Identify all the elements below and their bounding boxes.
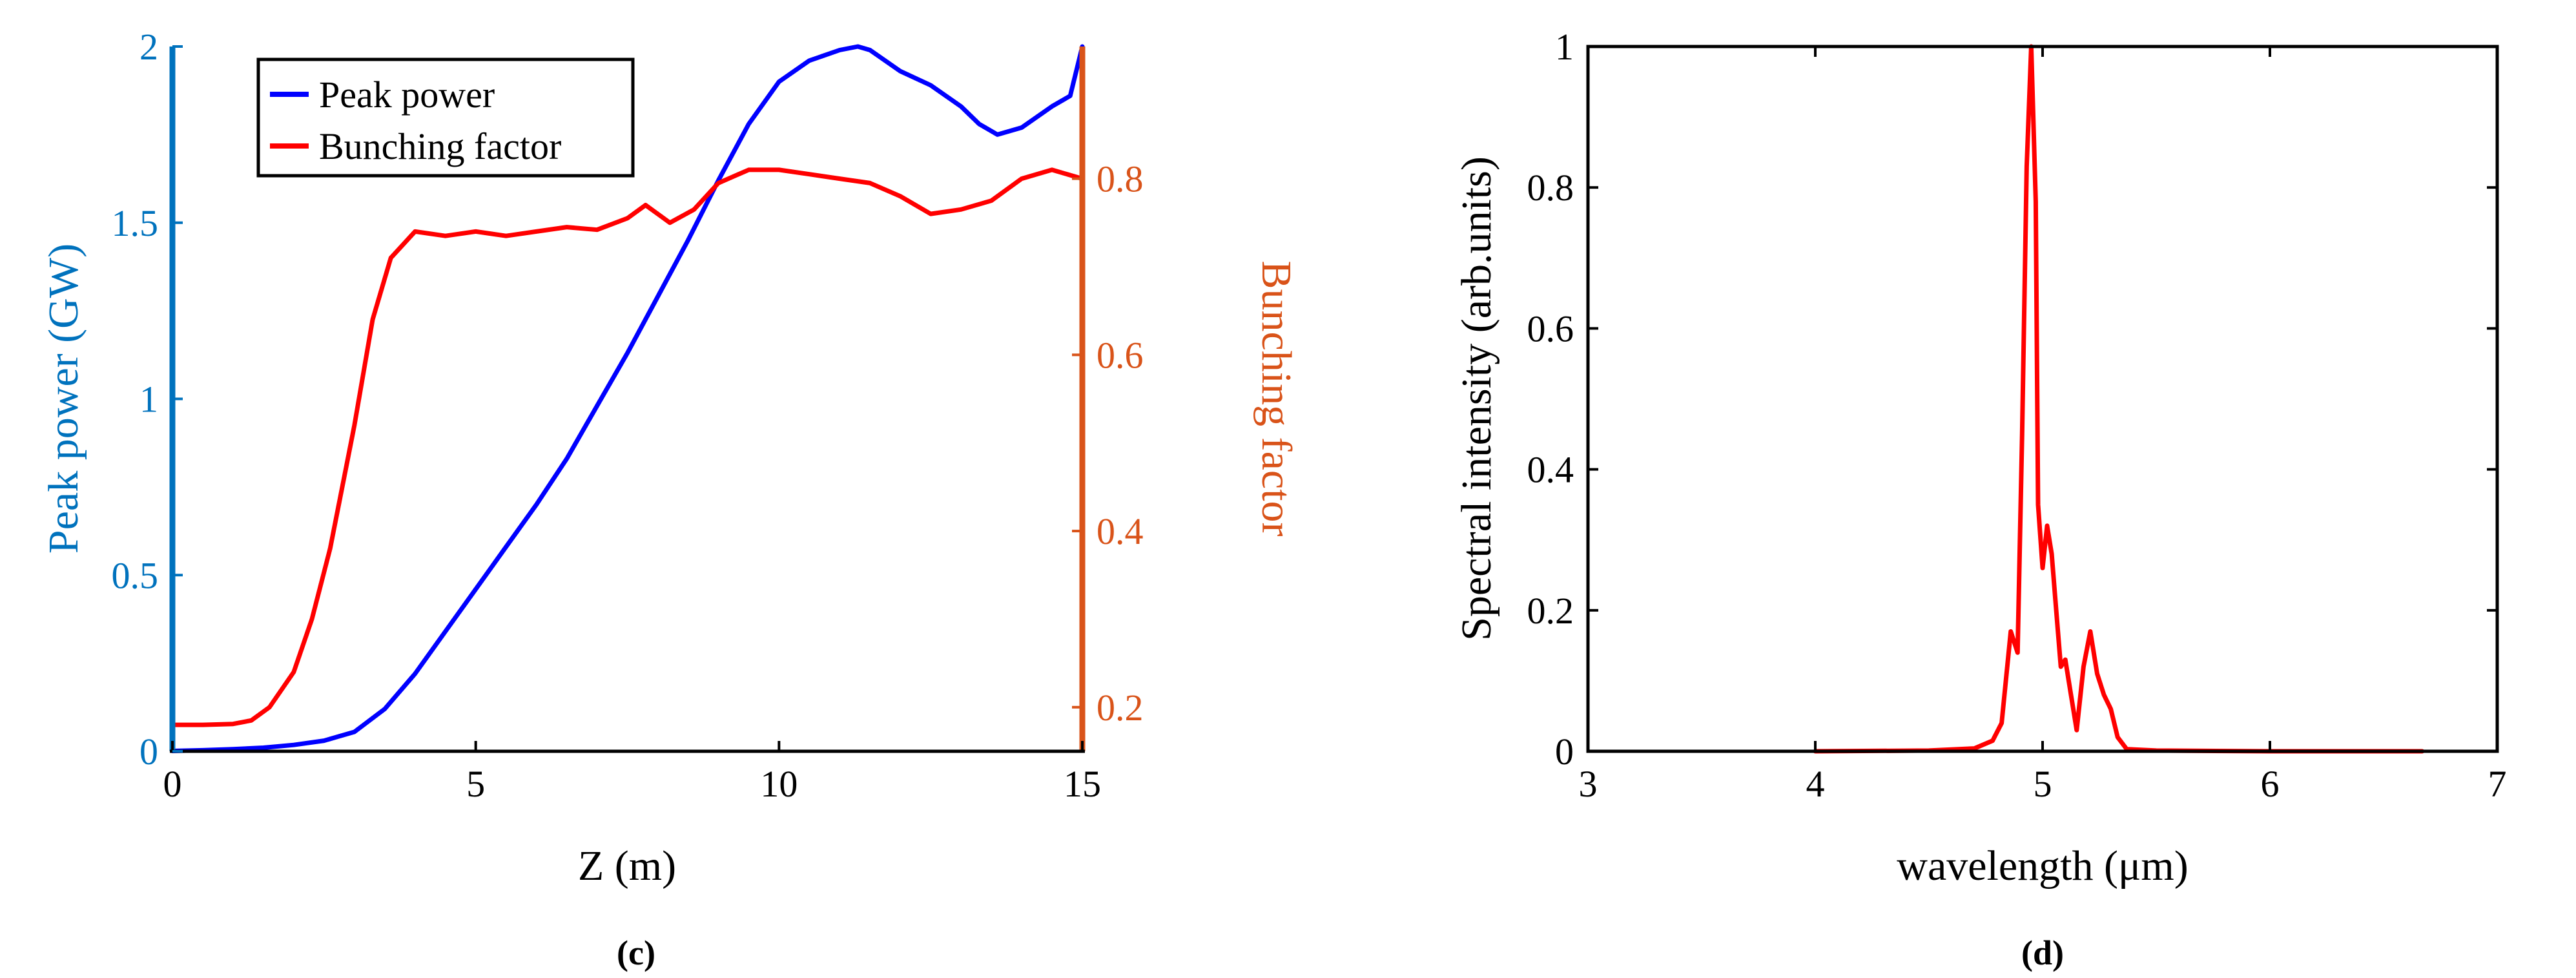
panel-d-y-axis-label: Spectral intensity (arb.units): [1453, 156, 1500, 641]
y-tick-label: 0.4: [1527, 449, 1574, 491]
y-tick-label: 0.5: [112, 554, 159, 596]
y-tick-label: 0.2: [1527, 590, 1574, 632]
y-tick-label: 2: [139, 26, 158, 68]
panel-c-x-axis-label: Z (m): [578, 842, 676, 890]
panel-d-x-axis-label: wavelength (μm): [1897, 842, 2188, 890]
y-tick-label: 1.5: [112, 202, 159, 244]
y2-tick-label: 0.2: [1097, 687, 1144, 729]
x-tick-label: 10: [760, 763, 798, 805]
panel-d-axes-box: [1586, 45, 2499, 753]
panel-c-y2-axis-label: Bunching factor: [1253, 260, 1300, 536]
series-line-bunching-factor: [170, 167, 1085, 727]
x-tick-label: 5: [466, 763, 485, 805]
x-tick-label: 4: [1806, 763, 1825, 805]
y2-tick-label: 0.8: [1097, 158, 1144, 200]
y-tick-label: 0.6: [1527, 307, 1574, 349]
legend-peak-power-label: Peak power: [319, 74, 495, 116]
y-tick-label: 1: [139, 379, 158, 421]
x-tick-label: 15: [1064, 763, 1101, 805]
panel-c-y-ticks: 0 0.5 1 1.5 2: [112, 26, 183, 773]
panel-c-chart: 0 5 10 15 0 0.5 1 1.5 2 0.2 0.4 0.6 0.8 Z (m) Peak…: [40, 26, 1300, 972]
x-tick-label: 5: [2034, 763, 2052, 805]
series-line-spectrum: [1813, 44, 2425, 754]
panel-d-caption: (d): [2021, 933, 2064, 972]
x-tick-label: 7: [2488, 763, 2507, 805]
y-tick-label: 0: [1555, 731, 1574, 773]
series-line-peak-power: [170, 44, 1085, 753]
y2-tick-label: 0.6: [1097, 334, 1144, 376]
panel-c-caption: (c): [617, 933, 655, 972]
y2-tick-label: 0.4: [1097, 510, 1144, 552]
y-tick-label: 1: [1555, 26, 1574, 68]
y-tick-label: 0.8: [1527, 167, 1574, 209]
panel-d-chart: 3 4 5 6 7 0 0.2 0.4 0.6 0.8 1 wavelength (μm) Spe…: [1453, 26, 2507, 972]
panel-d-x-ticks: 3 4 5 6 7: [1579, 47, 2507, 805]
x-tick-label: 6: [2261, 763, 2280, 805]
panel-d-y-ticks: 0 0.2 0.4 0.6 0.8 1: [1527, 26, 2497, 773]
panel-d-curves: [1813, 44, 2425, 754]
panel-c-y-axis-label: Peak power (GW): [40, 244, 87, 554]
legend-box: [256, 57, 635, 178]
x-tick-label: 3: [1579, 763, 1598, 805]
panel-c-legend: Peak power Bunching factor: [256, 57, 635, 178]
panel-c-y2-ticks: 0.2 0.4 0.6 0.8: [1072, 158, 1144, 729]
panel-c-x-ticks: 0 5 10 15: [163, 741, 1101, 805]
x-tick-label: 0: [163, 763, 182, 805]
y-tick-label: 0: [139, 731, 158, 773]
panel-c-curves: [170, 44, 1085, 753]
legend-bunching-factor-label: Bunching factor: [319, 125, 561, 167]
